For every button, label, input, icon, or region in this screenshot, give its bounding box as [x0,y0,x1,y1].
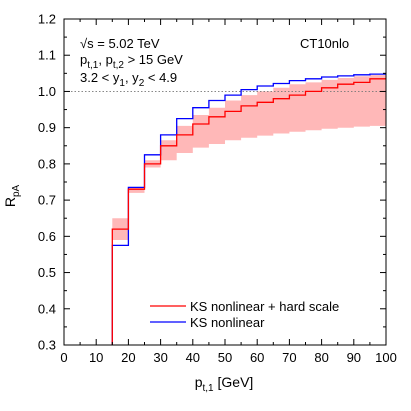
y-axis-title-sub: pA [11,184,22,197]
x-tick-label: 60 [250,350,264,365]
annotation-pt-cuts-sub1: t,1 [87,60,99,71]
x-tick-label: 20 [121,350,135,365]
x-tick-label: 80 [314,350,328,365]
annotation-rapidity-cuts: 3.2 < y1, y2 < 4.9 [80,70,177,89]
series-line-ks-nonlinear [111,73,386,345]
legend-label-ks-nonlinear-hard-scale: KS nonlinear + hard scale [190,299,339,314]
x-tick-label: 10 [89,350,103,365]
y-tick-label: 0.7 [38,193,56,208]
x-tick-label: 90 [347,350,361,365]
x-tick-label: 70 [282,350,296,365]
y-tick-label: 0.4 [38,301,56,316]
y-tick-label: 1.0 [38,84,56,99]
annotation-y-cuts-sub2: 2 [139,78,145,89]
y-tick-label: 0.5 [38,265,56,280]
annotation-pdf: CT10nlo [300,36,349,51]
annotation-energy: √s = 5.02 TeV [80,36,160,51]
series-layer [111,73,386,345]
y-tick-label: 0.3 [38,338,56,353]
annotation-pt-cuts-end: > 15 GeV [124,52,183,67]
x-axis-title-unit: [GeV] [214,374,254,390]
y-tick-label: 1.1 [38,48,56,63]
tick-layer: 0 10 20 30 40 50 60 70 80 90 100 0.3 0.4 0.5 0.6 0.7 0.8… [38,12,397,366]
annotation-pt-cuts: pt,1, pt,2 > 15 GeV [80,52,183,71]
annotation-pt-cuts-p1: p [80,52,87,67]
uncertainty-band [112,75,387,240]
x-axis-title: pt,1 [GeV] [195,374,254,394]
y-tick-label: 1.2 [38,12,56,27]
legend-label-ks-nonlinear: KS nonlinear [190,315,265,330]
annotation-pt-cuts-mid: , p [98,52,112,67]
x-axis-title-main: p [195,374,203,390]
y-tick-label: 0.9 [38,120,56,135]
annotation-y-cuts-sub1: 1 [119,78,125,89]
series-line-ks-nonlinear-hard-scale [111,78,386,345]
x-tick-label: 50 [218,350,232,365]
annotation-y-cuts-mid: , y [125,70,139,85]
x-tick-label: 0 [60,350,67,365]
y-tick-label: 0.8 [38,156,56,171]
x-tick-label: 100 [375,350,397,365]
annotation-pt-cuts-sub2: t,2 [113,60,125,71]
y-axis-title-main: R [2,197,18,207]
annotation-y-cuts-end: < 4.9 [144,70,177,85]
x-tick-label: 30 [153,350,167,365]
y-tick-label: 0.6 [38,229,56,244]
x-axis-title-sub: t,1 [202,383,214,394]
uncertainty-band-layer [112,75,387,240]
legend: KS nonlinear + hard scale KS nonlinear [150,299,339,330]
annotation-y-cuts-a: 3.2 < y [80,70,120,85]
y-axis-title: RpA [2,184,22,207]
x-tick-label: 40 [186,350,200,365]
